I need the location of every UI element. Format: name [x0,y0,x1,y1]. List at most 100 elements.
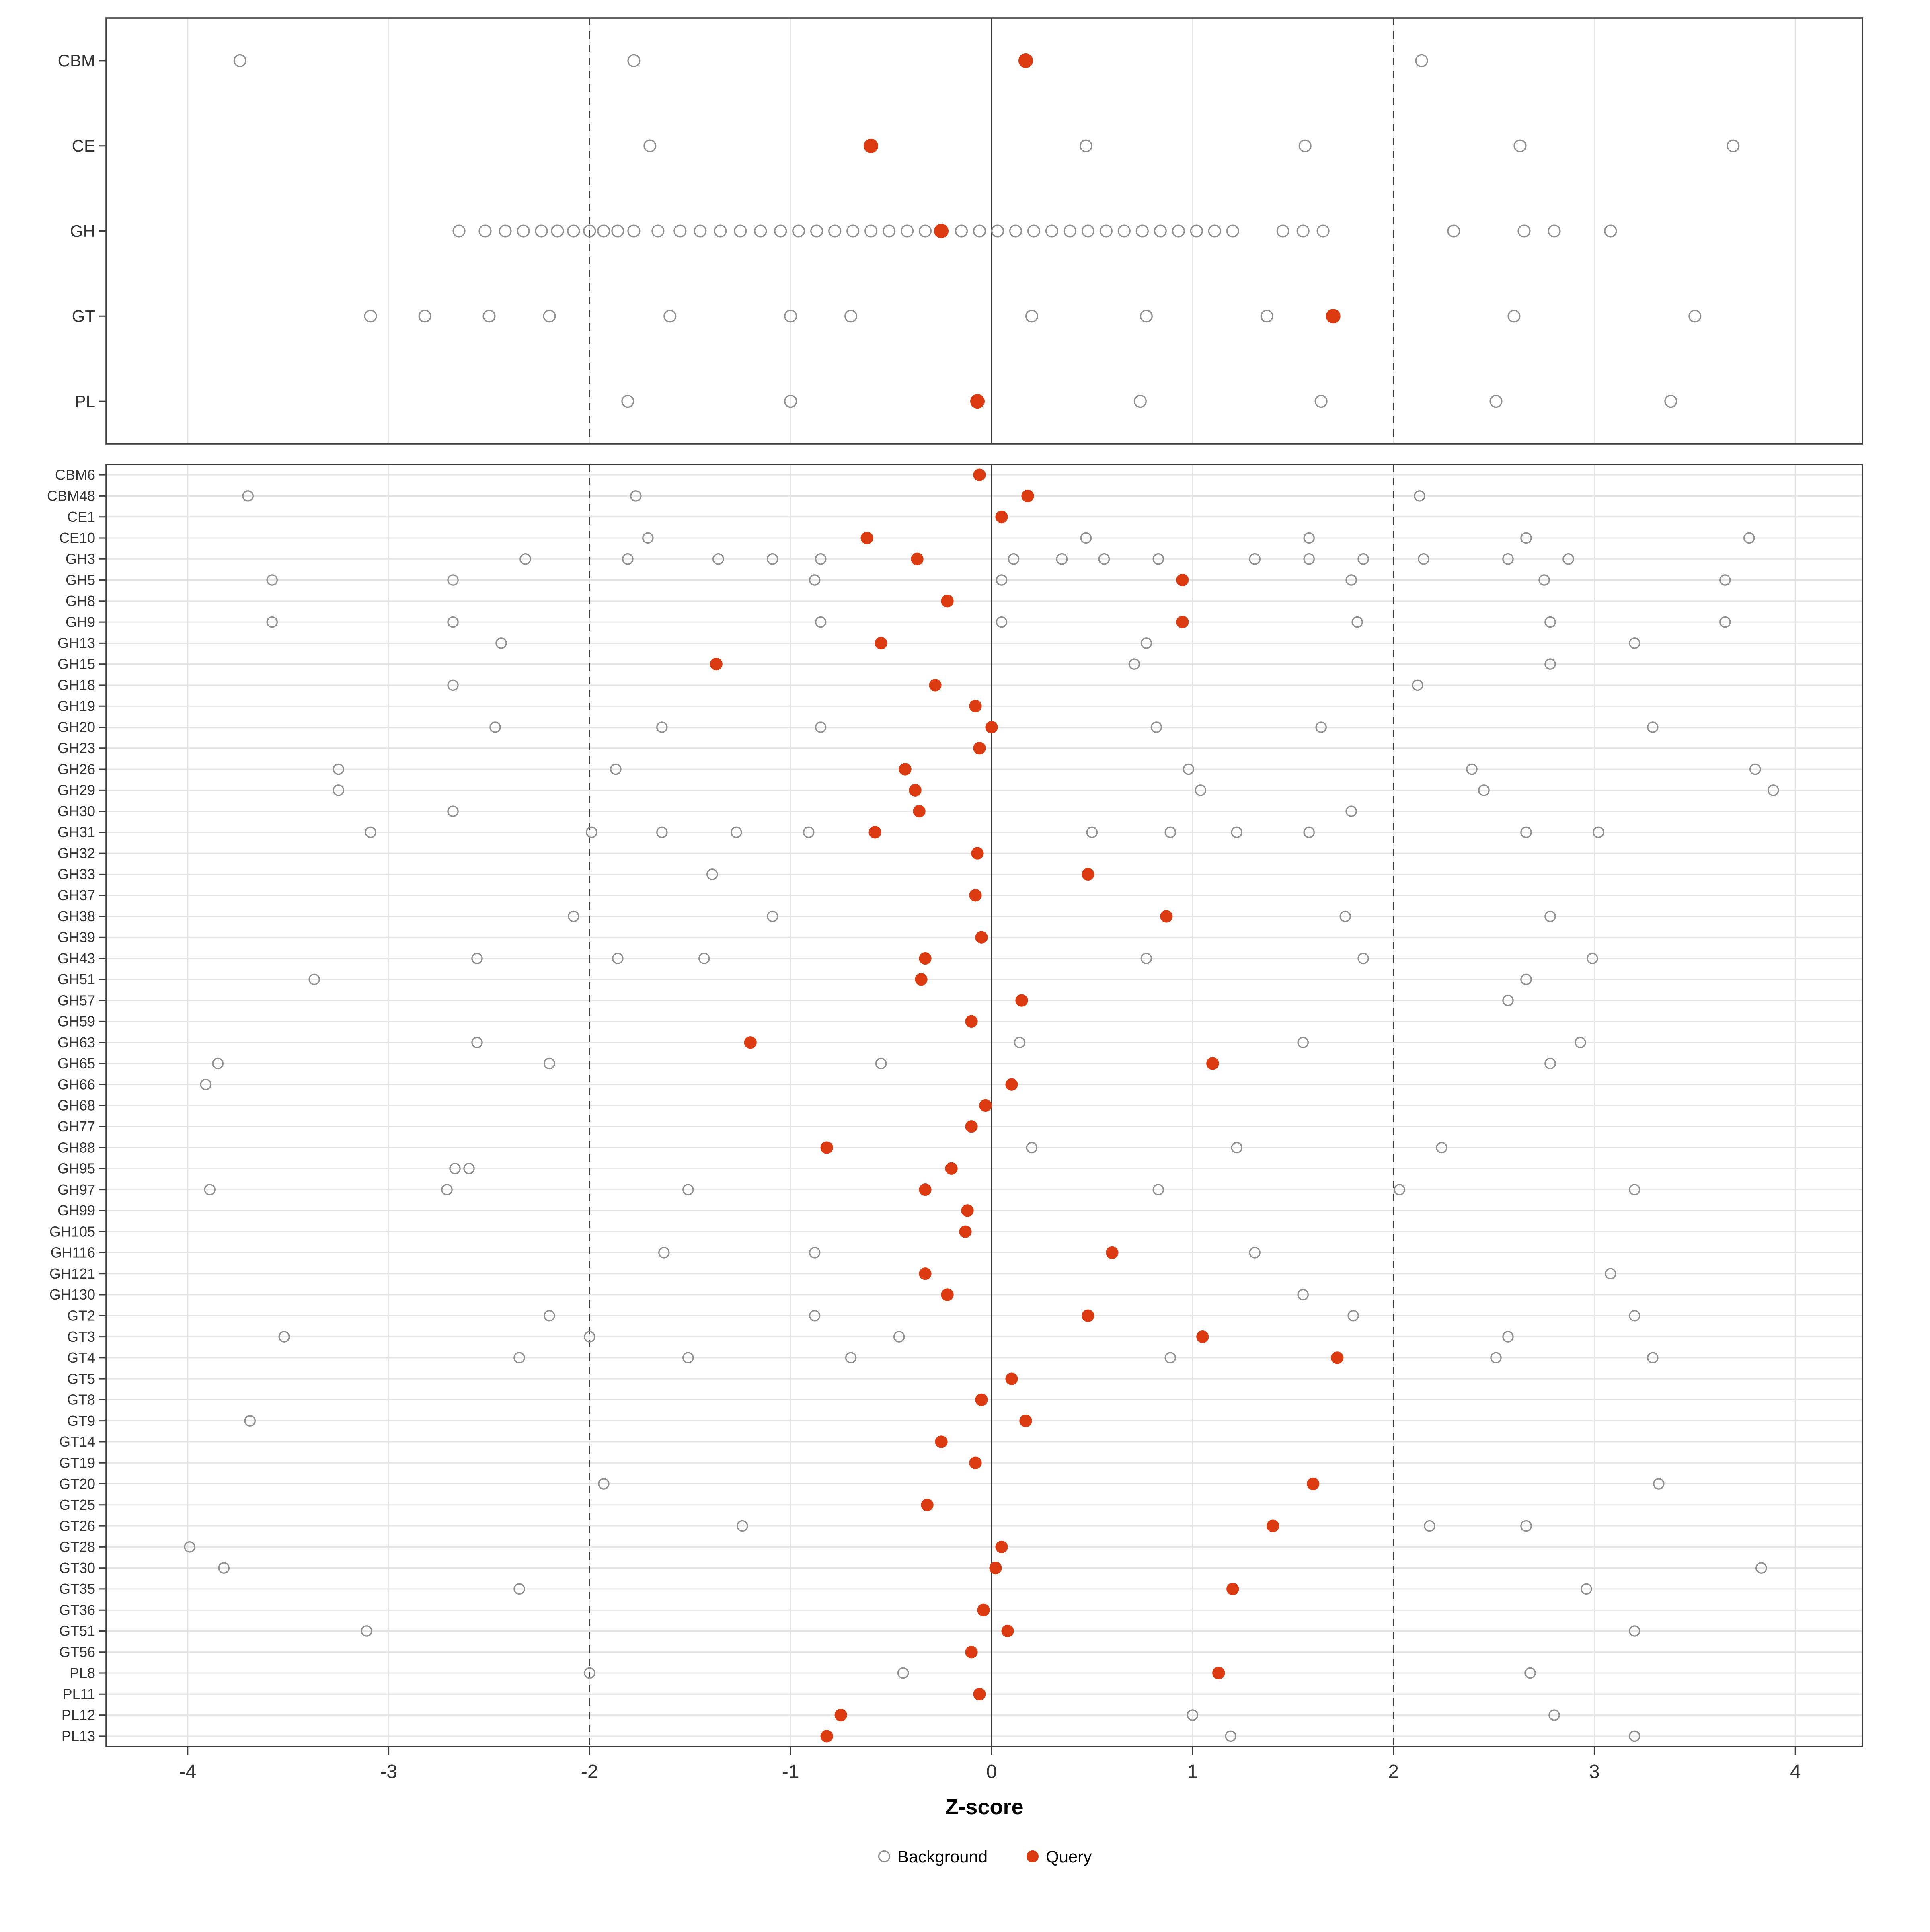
background-dot [627,54,641,67]
row-label: PL12 [62,1707,95,1723]
background-dot [621,395,634,408]
background-dot [1604,224,1617,238]
background-dot [1140,637,1152,649]
row-label: GH9 [66,614,95,630]
background-dot [1478,784,1490,796]
row-label: GT14 [59,1433,95,1450]
row-label: GH32 [57,845,95,861]
background-dot [1009,224,1022,238]
background-dot [1664,395,1677,408]
row-label: GH31 [57,824,95,840]
query-dot [1160,910,1173,923]
background-dot [418,310,431,323]
background-dot [1520,826,1532,838]
query-dot [1015,994,1028,1007]
background-dot [1026,1142,1038,1154]
row-label: GT28 [59,1539,95,1555]
background-dot [1316,224,1330,238]
background-dot [883,224,896,238]
background-dot [642,532,654,544]
background-dot [1653,1478,1665,1490]
background-dot [266,574,278,586]
background-dot [308,973,320,986]
background-dot [612,953,624,964]
query-dot [975,1393,988,1406]
query-dot [860,532,873,544]
legend: Background Query [878,1847,1092,1866]
background-dot [1225,1730,1237,1742]
row-label: GH [70,222,95,240]
background-dot [1339,910,1351,922]
query-dot [1082,868,1094,881]
background-dot [567,224,580,238]
query-dot [941,595,954,608]
query-dot [1206,1057,1219,1070]
background-dot [774,224,787,238]
background-dot [499,224,512,238]
row-label: GH116 [51,1244,95,1261]
background-dot [200,1078,212,1090]
background-dot [1025,310,1039,323]
row-label: PL13 [62,1728,95,1744]
row-label: GH29 [57,782,95,799]
query-dot [1226,1583,1239,1595]
background-dot [584,1667,595,1679]
background-dot [1351,616,1363,628]
legend-query-icon [1027,1850,1039,1862]
background-dot [1140,953,1152,964]
background-dot [1164,1352,1176,1364]
background-dot [991,224,1004,238]
background-dot [611,224,624,238]
background-dot [204,1184,216,1195]
row-label: PL [75,392,95,411]
background-dot [584,1331,595,1343]
background-dot [1727,139,1740,152]
query-dot [1326,309,1341,324]
background-dot [1297,1289,1309,1301]
row-label: GH15 [57,656,95,672]
query-dot [929,679,942,692]
background-dot [447,574,459,586]
row-label: GT5 [67,1370,95,1387]
background-dot [810,224,823,238]
background-dot [809,1247,821,1259]
background-dot [1629,1184,1640,1195]
background-dot [278,1331,290,1343]
query-dot [919,1267,932,1280]
background-dot [901,224,914,238]
background-dot [784,395,797,408]
background-dot [766,553,778,565]
row-label: GT2 [67,1308,95,1324]
background-dot [1436,1142,1448,1154]
background-dot [244,1415,256,1427]
background-dot [1502,553,1514,565]
row-label: PL11 [63,1686,95,1702]
x-tick-label: -2 [581,1761,598,1782]
background-dot [1593,826,1604,838]
background-dot [809,574,821,586]
background-dot [712,553,724,565]
background-dot [1133,395,1147,408]
row-label: GH30 [57,803,95,819]
row-label: GH99 [57,1202,95,1219]
background-dot [663,310,677,323]
query-dot [975,931,988,944]
row-label: GH26 [57,761,95,777]
background-dot [1098,553,1110,565]
background-dot [815,616,827,628]
panel-border [105,464,1863,1747]
query-dot [1021,489,1034,503]
row-label: GT20 [59,1476,95,1492]
row-label: GH23 [57,740,95,756]
row-label: CBM48 [47,488,95,504]
x-tick-label: 3 [1589,1761,1600,1782]
background-dot [447,679,459,691]
row-label: GH5 [66,572,95,588]
row-label: GT30 [59,1560,95,1576]
background-dot [333,763,344,775]
query-dot [919,1183,932,1196]
background-dot [1303,553,1315,565]
row-label: GT36 [59,1601,95,1618]
query-dot [1331,1351,1344,1364]
panel-border [105,17,1863,445]
